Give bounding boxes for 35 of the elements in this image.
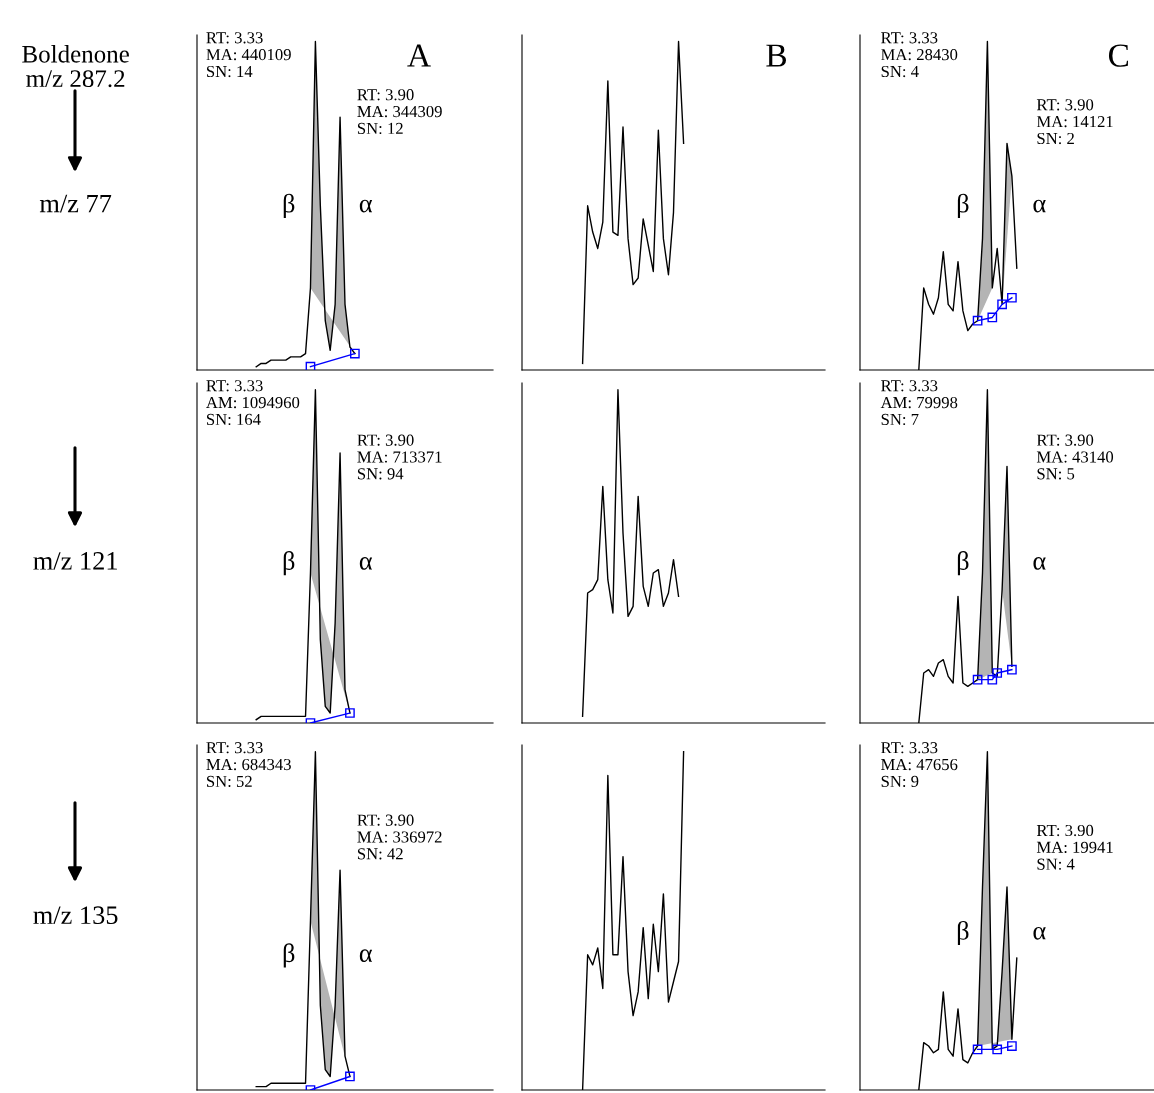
point (997, 299, 1007, 310)
chart-title: B (766, 44, 787, 67)
annotation: RT: 3.33 MA: 684343 SN: 52 (206, 742, 291, 788)
annotation: β (283, 193, 295, 218)
chart-title: A (407, 44, 431, 67)
point (972, 315, 983, 326)
annotation: RT: 3.90 MA: 43140 SN: 5 (1036, 434, 1114, 480)
annotation: α (1033, 199, 1046, 213)
annotation: β (957, 920, 969, 946)
point (987, 312, 998, 323)
annotation: α (359, 199, 373, 213)
annotation: β (283, 943, 295, 968)
text: Boldenone m/z 287.2 (22, 45, 129, 88)
annotation: RT: 3.33 MA: 440109 SN: 14 (206, 32, 291, 78)
annotation: RT: 3.33 AM: 1094960 SN: 164 (206, 380, 300, 426)
y-axis-title: m/z 135 (33, 906, 118, 925)
annotation: α (359, 949, 373, 963)
chart-title: C (1108, 44, 1128, 67)
annotation: β (283, 551, 295, 576)
annotation: RT: 3.33 MA: 47656 SN: 9 (881, 742, 958, 788)
annotation: RT: 3.90 MA: 19941 SN: 4 (1036, 824, 1113, 870)
annotation: α (1033, 557, 1046, 570)
annotation: α (1033, 926, 1046, 940)
y-axis-title: m/z 121 (33, 552, 117, 570)
annotation: β (957, 551, 969, 576)
y-axis-title: m/z 77 (39, 194, 112, 213)
annotation: RT: 3.90 MA: 713371 SN: 94 (357, 434, 442, 480)
annotation: RT: 3.90 MA: 336972 SN: 42 (357, 814, 442, 860)
point (1007, 292, 1017, 303)
annotation: α (359, 557, 373, 570)
annotation: RT: 3.33 MA: 28430 SN: 4 (881, 32, 958, 78)
annotation: RT: 3.90 MA: 344309 SN: 12 (357, 89, 442, 135)
annotation: RT: 3.33 AM: 79998 SN: 7 (880, 380, 958, 426)
annotation: RT: 3.90 MA: 14121 SN: 2 (1036, 99, 1113, 145)
annotation: β (957, 193, 969, 218)
